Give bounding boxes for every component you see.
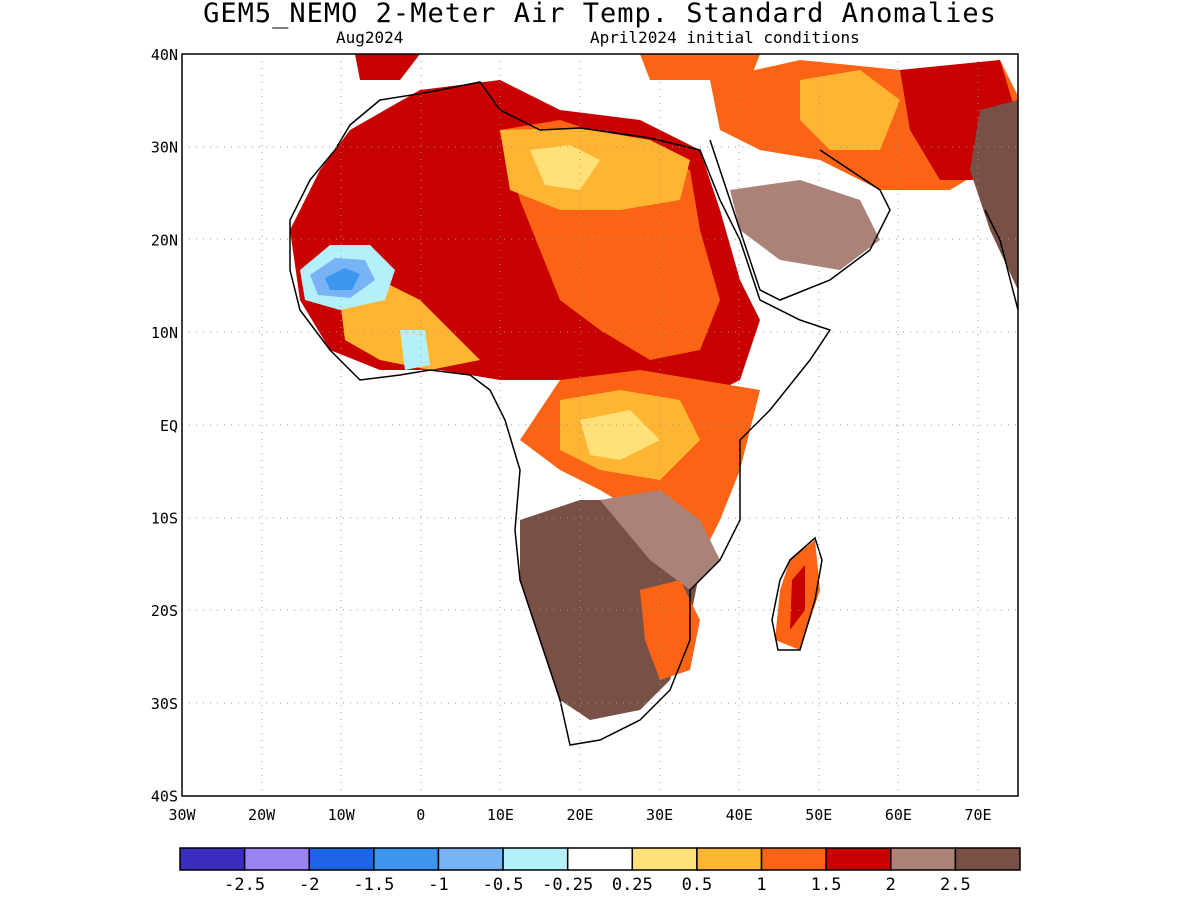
lon-tick-label: 70E bbox=[964, 806, 991, 824]
lon-tick-label: 30W bbox=[168, 806, 196, 824]
brown-arabia bbox=[730, 180, 880, 270]
legend-label: -2.5 bbox=[224, 875, 265, 895]
legend-label: -1.5 bbox=[353, 875, 394, 895]
lon-tick-label: 10W bbox=[328, 806, 356, 824]
lon-tick-label: 10E bbox=[487, 806, 514, 824]
india-coastline bbox=[984, 209, 1018, 311]
lat-tick-label: 20N bbox=[151, 231, 178, 249]
legend-swatch bbox=[825, 847, 892, 871]
legend-swatch bbox=[437, 847, 504, 871]
legend-swatch bbox=[954, 847, 1021, 871]
lat-tick-label: 10S bbox=[151, 510, 178, 528]
yellow-light-congo bbox=[580, 410, 660, 460]
lat-tick-label: 30S bbox=[151, 695, 178, 713]
legend-label: 1 bbox=[756, 875, 766, 895]
legend-labels: -2.5 -2 -1.5 -1 -0.5 -0.25 0.25 0.5 1 1.5 2 2.5 bbox=[224, 875, 971, 895]
lon-tick-label: 40E bbox=[726, 806, 753, 824]
legend-label: -0.25 bbox=[542, 875, 593, 895]
grid-lines bbox=[182, 54, 1018, 796]
legend-swatch bbox=[502, 847, 569, 871]
forecast-month: Aug2024 bbox=[336, 28, 404, 47]
initial-conditions: April2024 initial conditions bbox=[590, 28, 860, 47]
cool-anomaly-core bbox=[325, 268, 360, 290]
arabia-coastline bbox=[709, 139, 891, 301]
africa-coastline bbox=[289, 81, 832, 746]
legend-label: 2 bbox=[886, 875, 896, 895]
color-legend bbox=[179, 847, 1021, 871]
lat-tick-label: 40S bbox=[151, 788, 178, 806]
legend-label: 0.25 bbox=[612, 875, 653, 895]
cool-anomaly-ghana bbox=[400, 330, 430, 370]
orange-mozambique bbox=[640, 580, 700, 680]
legend-swatch bbox=[308, 847, 375, 871]
legend-swatch bbox=[631, 847, 698, 871]
brown-pakistan bbox=[970, 100, 1018, 290]
madagascar-red bbox=[790, 565, 805, 630]
legend-label: -1 bbox=[428, 875, 448, 895]
legend-swatch bbox=[243, 847, 310, 871]
legend-label: 2.5 bbox=[940, 875, 971, 895]
yellow-west-africa bbox=[340, 280, 480, 370]
yellow-iraq bbox=[800, 70, 900, 150]
legend-label: 1.5 bbox=[811, 875, 842, 895]
legend-swatch bbox=[179, 847, 246, 871]
lon-tick-label: 0 bbox=[416, 806, 425, 824]
madagascar-coastline bbox=[771, 536, 823, 651]
lat-tick-label: 20S bbox=[151, 602, 178, 620]
anomaly-field bbox=[290, 54, 1018, 720]
lat-tick-label: 40N bbox=[151, 46, 178, 64]
legend-swatch bbox=[890, 847, 957, 871]
coastlines bbox=[289, 81, 1018, 746]
lat-tick-label: EQ bbox=[160, 417, 178, 435]
longitude-axis: 30W 20W 10W 0 10E 20E 30E 40E 50E 60E 70E bbox=[168, 806, 991, 824]
legend-label: -0.5 bbox=[483, 875, 524, 895]
yellow-light-libya bbox=[530, 145, 600, 190]
lon-tick-label: 20W bbox=[248, 806, 276, 824]
turkey-edge bbox=[640, 54, 760, 80]
lon-tick-label: 20E bbox=[566, 806, 593, 824]
latitude-axis: 40N 30N 20N 10N EQ 10S 20S 30S 40S bbox=[151, 46, 178, 806]
lat-tick-label: 30N bbox=[151, 139, 178, 157]
plot-frame bbox=[181, 53, 1019, 797]
lon-tick-label: 60E bbox=[885, 806, 912, 824]
brown-light-south bbox=[600, 490, 720, 590]
chart-title: GEM5_NEMO 2-Meter Air Temp. Standard Ano… bbox=[203, 0, 997, 29]
legend-swatch bbox=[566, 847, 634, 871]
lon-tick-label: 30E bbox=[646, 806, 673, 824]
lat-tick-label: 10N bbox=[151, 324, 178, 342]
legend-swatch bbox=[696, 847, 763, 871]
legend-label: 0.5 bbox=[682, 875, 713, 895]
legend-swatch bbox=[760, 847, 827, 871]
legend-swatch bbox=[373, 847, 440, 871]
lon-tick-label: 50E bbox=[805, 806, 832, 824]
legend-label: -2 bbox=[299, 875, 319, 895]
europe-edge bbox=[355, 54, 420, 80]
